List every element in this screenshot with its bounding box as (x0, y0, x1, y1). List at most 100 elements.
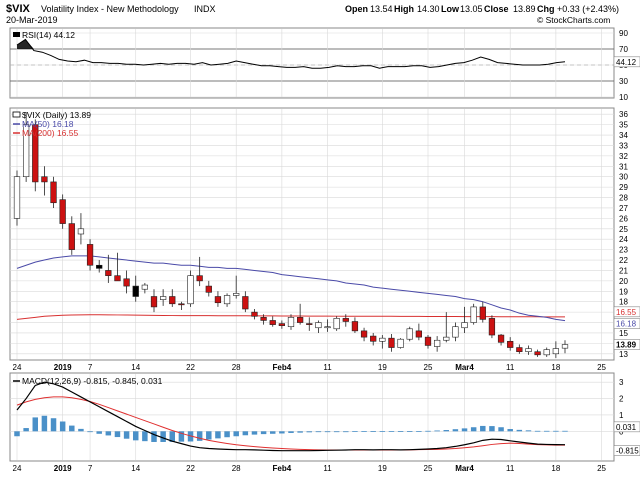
macd-legend: MACD(12,26,9) -0.815, -0.845, 0.031 (13, 376, 163, 386)
macd-tick-label: 3 (619, 378, 624, 387)
candle-body (32, 124, 39, 183)
macd-x-label: 11 (506, 464, 515, 473)
macd-histogram-bar (388, 431, 395, 432)
price-last-value: 16.18 (616, 320, 637, 329)
candle-body (552, 348, 559, 355)
candle-body (187, 275, 194, 305)
macd-histogram-bar (315, 431, 322, 433)
low-value: 13.05 (460, 4, 483, 14)
rsi-tick-label: 30 (619, 77, 628, 86)
macd-histogram-bar (169, 431, 176, 442)
candle-body (251, 311, 258, 317)
candle-body (141, 284, 148, 290)
rsi-gridlines (10, 29, 614, 98)
candle-body (461, 322, 468, 329)
price-x-label: 14 (131, 363, 140, 372)
price-last-value-box (613, 318, 640, 329)
macd-histogram-bar (452, 429, 459, 432)
price-tick-label: 20 (619, 277, 628, 286)
candle-body (196, 275, 203, 282)
index-name: Volatility Index - New Methodology (41, 4, 179, 14)
price-x-label: 24 (13, 363, 22, 372)
candle-body (13, 176, 21, 219)
candle-body (333, 318, 340, 330)
rsi-line (16, 38, 566, 69)
macd-histogram-bar (498, 427, 504, 432)
candle-body (479, 306, 486, 320)
price-panel (9, 107, 615, 361)
candle-body (315, 322, 322, 329)
candle-body (306, 323, 313, 325)
macd-histogram-bar (562, 430, 568, 432)
price-tick-label: 22 (619, 256, 628, 265)
rsi-legend-text: RSI(14) 44.12 (22, 30, 75, 40)
macd-last-value: 0.031 (616, 423, 637, 432)
candle-body (86, 244, 94, 266)
price-series (13, 112, 569, 358)
macd-legend-text: MACD(12,26,9) -0.815, -0.845, 0.031 (22, 376, 163, 386)
candle-body (169, 296, 176, 305)
candle-body (434, 339, 441, 347)
macd-histogram-bar (553, 430, 559, 432)
macd-histogram-bar (425, 430, 431, 432)
candle-body (497, 334, 505, 343)
macd-histogram-bar (78, 428, 84, 432)
macd-histogram-bar (59, 421, 66, 432)
macd-last-value-box (613, 421, 640, 433)
macd-panel (9, 372, 615, 462)
candle-body (342, 318, 349, 322)
candle-body (534, 351, 541, 356)
candle-body (370, 335, 377, 342)
candle-body (516, 347, 523, 353)
candle-body (242, 296, 249, 310)
candle-body (41, 176, 48, 183)
candle-body (205, 285, 212, 293)
macd-histogram-bar (461, 428, 468, 432)
macd-last-value: -0.815 (616, 447, 639, 456)
price-x-label: Mar4 (455, 363, 474, 372)
macd-histogram-bar (269, 431, 276, 434)
candle-body (114, 275, 121, 282)
macd-histogram-bar (489, 426, 495, 432)
exchange-label: INDX (194, 4, 216, 14)
price-tick-label: 28 (619, 194, 628, 203)
macd-histogram-bar (50, 418, 57, 432)
chg-label: Chg (537, 4, 555, 14)
ohlc-summary: Open 13.54 High 14.30 Low 13.05 Close 13… (345, 4, 619, 14)
candle-body (123, 278, 130, 287)
macd-x-label: 19 (378, 464, 387, 473)
macd-histogram-bar (151, 431, 157, 442)
candle-body (379, 337, 386, 342)
candle-body (68, 223, 75, 250)
candle-body (324, 326, 331, 329)
rsi-tick-label: 10 (619, 93, 628, 102)
price-tick-label: 35 (619, 121, 628, 130)
macd-histogram-bar (160, 431, 166, 442)
macd-histogram-bar (333, 431, 340, 433)
macd-histogram-bar (406, 431, 413, 432)
macd-histogram-bar (14, 431, 20, 437)
ma200-legend-text: MA(200) 16.55 (22, 128, 78, 138)
close-value: 13.89 (513, 4, 536, 14)
candle-body (214, 296, 222, 304)
price-tick-label: 13 (619, 350, 628, 359)
macd-histogram-bar (416, 431, 422, 432)
macd-histogram-bar (41, 415, 48, 432)
open-value: 13.54 (370, 4, 393, 14)
rsi-tick-label: 90 (619, 29, 628, 38)
candle-body (260, 317, 267, 321)
price-tick-label: 32 (619, 152, 628, 161)
chg-value: +0.33 (+2.43%) (557, 4, 619, 14)
price-x-label: Feb4 (273, 363, 292, 372)
macd-histogram-bar (105, 431, 112, 436)
candle-body (297, 317, 304, 323)
high-value: 14.30 (417, 4, 440, 14)
symbol-label: $VIX (6, 3, 31, 15)
price-tick-label: 19 (619, 287, 628, 296)
open-label: Open (345, 4, 368, 14)
macd-histogram-bar (142, 431, 148, 442)
price-legend-text: $VIX (Daily) 13.89 (22, 110, 91, 120)
candle-body (561, 344, 569, 349)
candle-body (269, 320, 276, 325)
